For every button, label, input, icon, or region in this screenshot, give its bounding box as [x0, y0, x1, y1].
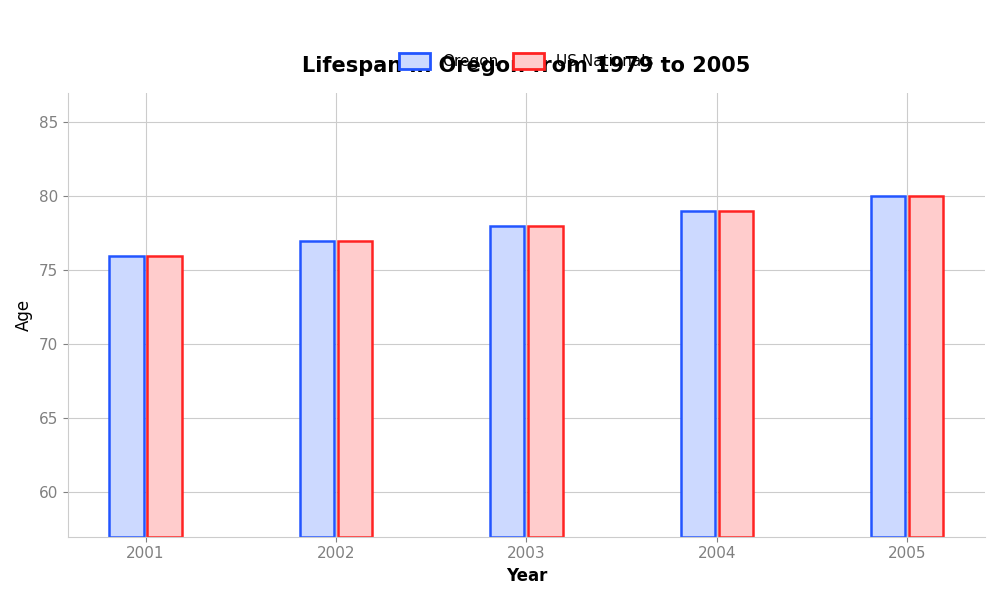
- Bar: [681, 211, 715, 537]
- Bar: [338, 241, 372, 537]
- Bar: [490, 226, 524, 537]
- Y-axis label: Age: Age: [15, 299, 33, 331]
- Bar: [147, 256, 182, 537]
- Legend: Oregon, US Nationals: Oregon, US Nationals: [393, 47, 660, 76]
- Title: Lifespan in Oregon from 1979 to 2005: Lifespan in Oregon from 1979 to 2005: [302, 56, 751, 76]
- Bar: [109, 256, 144, 537]
- Bar: [528, 226, 563, 537]
- Bar: [719, 211, 753, 537]
- Bar: [871, 196, 905, 537]
- X-axis label: Year: Year: [506, 567, 547, 585]
- Bar: [300, 241, 334, 537]
- Bar: [909, 196, 943, 537]
